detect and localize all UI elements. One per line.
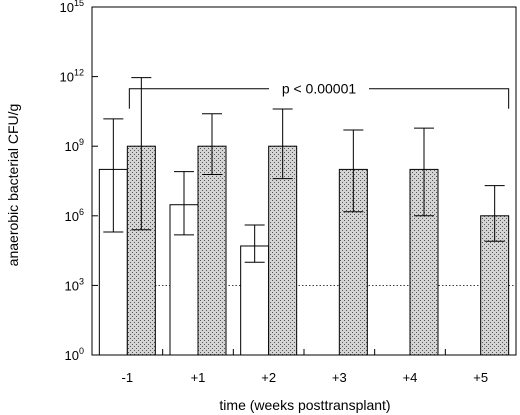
x-tick-label: -1 [122, 370, 134, 385]
y-axis-title: anaerobic bacterial CFU/g [5, 104, 21, 267]
x-tick-label: +4 [403, 370, 418, 385]
annotation-background [269, 78, 369, 99]
x-tick-label: +2 [261, 370, 276, 385]
x-tick-label: +5 [473, 370, 488, 385]
y-tick-label: 100 [65, 346, 84, 363]
y-tick-label: 109 [65, 137, 84, 154]
x-tick-label: +3 [332, 370, 347, 385]
y-tick-label: 103 [65, 276, 84, 293]
y-tick-label: 106 [65, 207, 84, 224]
y-tick-label: 1015 [60, 0, 84, 15]
bar [197, 145, 227, 356]
y-tick-label: 1012 [60, 68, 84, 85]
x-tick-label: +1 [191, 370, 206, 385]
p-value-annotation: p < 0.00001 [282, 81, 357, 97]
x-axis-title: time (weeks posttransplant) [219, 397, 390, 413]
